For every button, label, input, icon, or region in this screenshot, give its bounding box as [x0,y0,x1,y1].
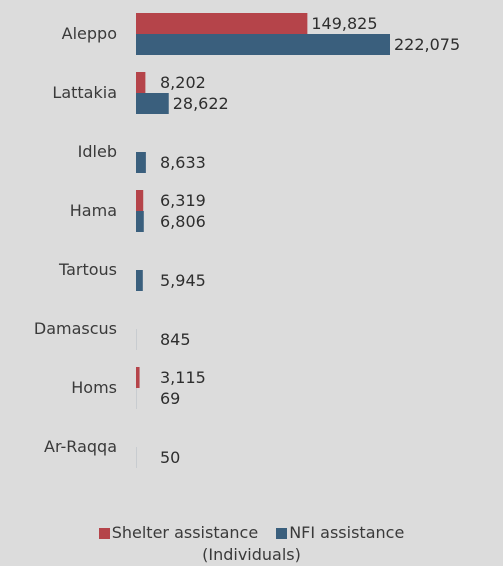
value-label-nfi-homs: 69 [160,389,180,408]
value-label-shelter-homs: 3,115 [160,368,206,387]
category-label-homs: Homs [71,378,117,397]
category-label-idleb: Idleb [78,142,117,161]
bar-nfi-hama [136,211,144,232]
bar-shelter-lattakia [136,72,146,93]
bar-shelter-aleppo [136,13,308,34]
value-label-shelter-hama: 6,319 [160,191,206,210]
legend-item-nfi: NFI assistance [276,522,404,544]
bar-nfi-ar-raqqa [136,447,137,468]
value-label-nfi-ar-raqqa: 50 [160,448,180,467]
value-label-nfi-hama: 6,806 [160,212,206,231]
legend-item-shelter: Shelter assistance [98,522,259,544]
value-label-nfi-aleppo: 222,075 [394,35,460,54]
bar-nfi-aleppo [136,34,390,55]
value-label-shelter-aleppo: 149,825 [311,14,377,33]
bar-shelter-homs [136,367,140,388]
legend-swatch-nfi [276,527,288,539]
value-label-nfi-tartous: 5,945 [160,271,206,290]
bar-nfi-damascus [136,329,137,350]
category-label-aleppo: Aleppo [62,24,117,43]
value-label-nfi-idleb: 8,633 [160,153,206,172]
bar-nfi-tartous [136,270,143,291]
bar-nfi-idleb [136,152,146,173]
x-axis-label: (Individuals) [202,545,301,564]
value-label-nfi-lattakia: 28,622 [173,94,229,113]
value-label-shelter-lattakia: 8,202 [160,73,206,92]
value-label-nfi-damascus: 845 [160,330,191,349]
category-label-tartous: Tartous [58,260,117,279]
legend-label-nfi: NFI assistance [289,523,405,542]
category-label-hama: Hama [70,201,117,220]
category-label-ar-raqqa: Ar-Raqqa [44,437,117,456]
legend-label-shelter: Shelter assistance [111,523,259,542]
category-label-damascus: Damascus [34,319,117,338]
bar-nfi-lattakia [136,93,169,114]
bar-nfi-homs [136,388,137,409]
bar-shelter-hama [136,190,144,211]
category-label-lattakia: Lattakia [52,83,117,102]
legend-swatch-shelter [98,527,110,539]
legend: Shelter assistance NFI assistance (Indiv… [0,522,503,566]
